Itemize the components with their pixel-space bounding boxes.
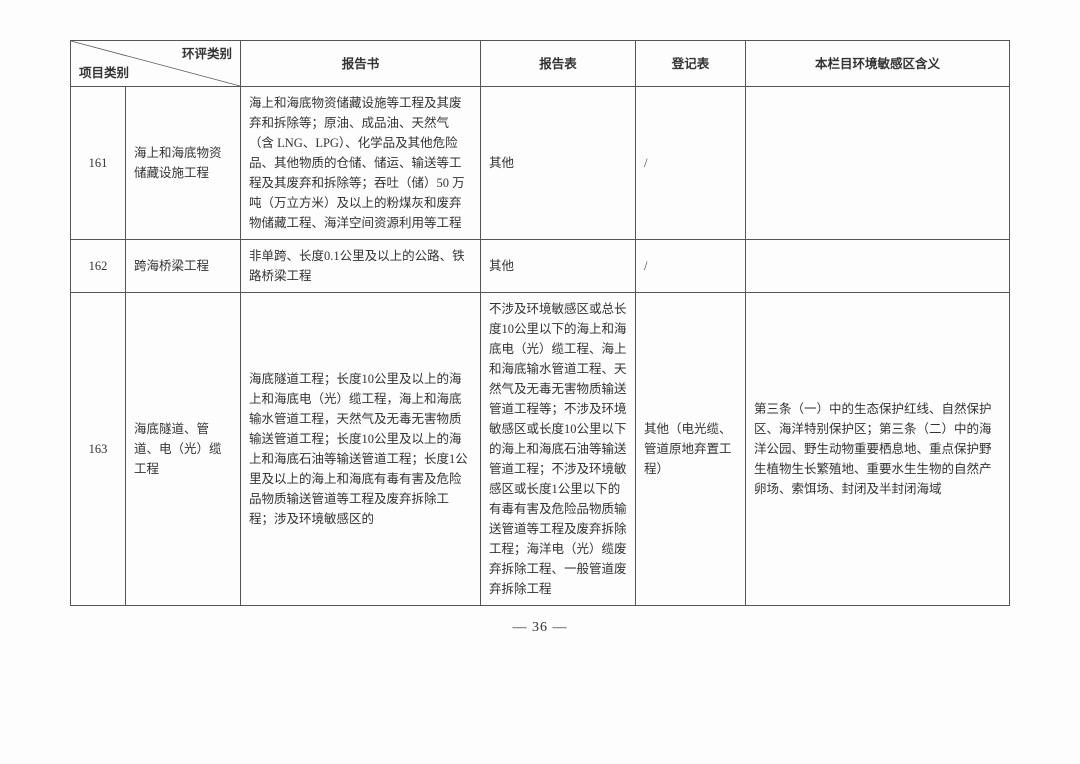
cell-category: 海底隧道、管道、电（光）缆工程 — [126, 293, 241, 606]
header-report-book: 报告书 — [241, 41, 481, 87]
cell-sensitive — [746, 240, 1010, 293]
cell-report-book: 非单跨、长度0.1公里及以上的公路、铁路桥梁工程 — [241, 240, 481, 293]
cell-category: 跨海桥梁工程 — [126, 240, 241, 293]
cell-report-book: 海底隧道工程；长度10公里及以上的海上和海底电（光）缆工程，海上和海底输水管道工… — [241, 293, 481, 606]
cell-register: / — [636, 240, 746, 293]
cell-register: / — [636, 87, 746, 240]
cell-register: 其他（电光缆、管道原地弃置工程） — [636, 293, 746, 606]
cell-num: 162 — [71, 240, 126, 293]
header-env-category: 环评类别 — [182, 44, 232, 64]
cell-report-table: 其他 — [481, 87, 636, 240]
header-register: 登记表 — [636, 41, 746, 87]
cell-category: 海上和海底物资储藏设施工程 — [126, 87, 241, 240]
table-header: 环评类别 项目类别 报告书 报告表 登记表 本栏目环境敏感区含义 — [71, 41, 1010, 87]
table-row: 162 跨海桥梁工程 非单跨、长度0.1公里及以上的公路、铁路桥梁工程 其他 / — [71, 240, 1010, 293]
cell-report-table: 其他 — [481, 240, 636, 293]
cell-report-book: 海上和海底物资储藏设施等工程及其废弃和拆除等；原油、成品油、天然气（含 LNG、… — [241, 87, 481, 240]
table-body: 161 海上和海底物资储藏设施工程 海上和海底物资储藏设施等工程及其废弃和拆除等… — [71, 87, 1010, 606]
document-page: 环评类别 项目类别 报告书 报告表 登记表 本栏目环境敏感区含义 161 海上和… — [0, 0, 1080, 656]
header-project-category: 项目类别 — [79, 63, 129, 83]
cell-sensitive — [746, 87, 1010, 240]
page-number: — 36 — — [70, 620, 1010, 636]
diagonal-header-cell: 环评类别 项目类别 — [71, 41, 241, 87]
categories-table: 环评类别 项目类别 报告书 报告表 登记表 本栏目环境敏感区含义 161 海上和… — [70, 40, 1010, 606]
table-row: 161 海上和海底物资储藏设施工程 海上和海底物资储藏设施等工程及其废弃和拆除等… — [71, 87, 1010, 240]
cell-sensitive: 第三条（一）中的生态保护红线、自然保护区、海洋特别保护区；第三条（二）中的海洋公… — [746, 293, 1010, 606]
cell-num: 161 — [71, 87, 126, 240]
table-row: 163 海底隧道、管道、电（光）缆工程 海底隧道工程；长度10公里及以上的海上和… — [71, 293, 1010, 606]
cell-num: 163 — [71, 293, 126, 606]
header-sensitive: 本栏目环境敏感区含义 — [746, 41, 1010, 87]
header-report-table: 报告表 — [481, 41, 636, 87]
cell-report-table: 不涉及环境敏感区或总长度10公里以下的海上和海底电（光）缆工程、海上和海底输水管… — [481, 293, 636, 606]
